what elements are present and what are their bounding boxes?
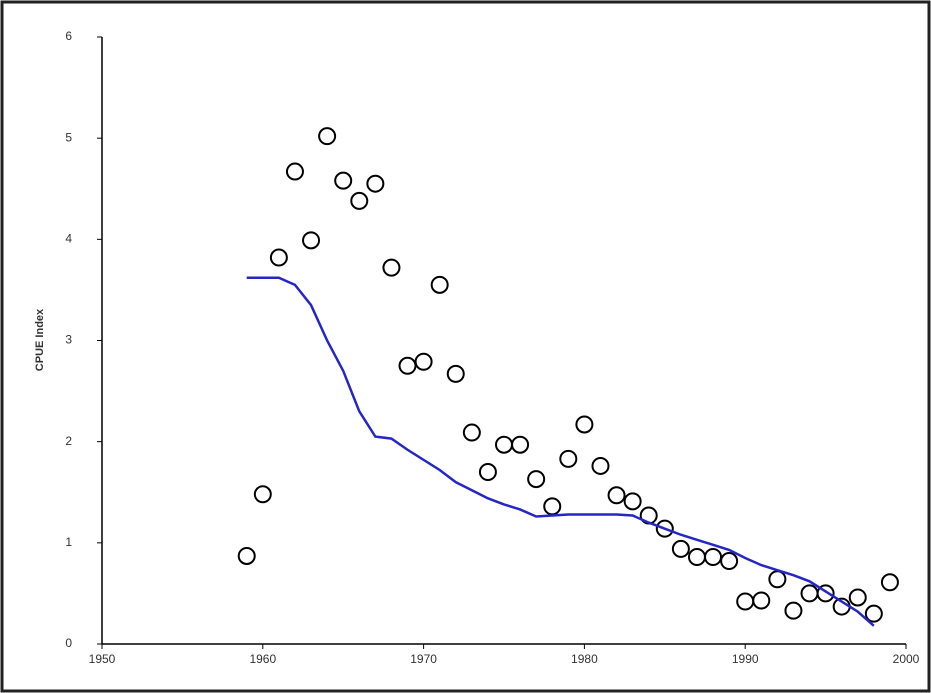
y-tick-label: 6 — [65, 29, 72, 43]
x-tick-label: 1990 — [732, 652, 759, 666]
data-point — [752, 591, 771, 610]
data-point — [543, 497, 562, 516]
data-point — [318, 127, 337, 146]
y-tick-label: 0 — [65, 636, 72, 650]
data-point — [527, 470, 546, 489]
data-point — [671, 539, 690, 558]
data-point — [607, 486, 626, 505]
data-point — [575, 415, 594, 434]
x-tick-label: 1960 — [249, 652, 276, 666]
data-point — [720, 552, 739, 571]
data-point — [784, 601, 803, 620]
x-tick-label: 1950 — [89, 652, 116, 666]
data-point — [559, 449, 578, 468]
data-point — [382, 258, 401, 277]
data-point — [430, 275, 449, 294]
y-tick-label: 3 — [65, 333, 72, 347]
data-point — [237, 546, 256, 565]
data-point — [462, 423, 481, 442]
data-point — [302, 231, 321, 250]
x-tick-label: 2000 — [893, 652, 920, 666]
data-point — [478, 463, 497, 482]
data-point — [591, 456, 610, 475]
data-point — [334, 171, 353, 190]
y-tick-label: 4 — [65, 232, 72, 246]
data-point — [414, 352, 433, 371]
data-point — [446, 364, 465, 383]
y-tick-label: 2 — [65, 434, 72, 448]
data-point — [880, 573, 899, 592]
data-point — [495, 435, 513, 454]
x-tick-label: 1980 — [571, 652, 598, 666]
data-point — [253, 485, 272, 504]
data-point — [704, 547, 723, 566]
data-point — [398, 356, 417, 375]
data-point — [269, 248, 288, 267]
data-point — [350, 191, 369, 210]
y-tick-label: 1 — [65, 535, 72, 549]
x-tick-label: 1970 — [410, 652, 437, 666]
data-point — [285, 162, 304, 181]
data-point — [768, 570, 787, 589]
data-point — [511, 435, 530, 454]
trend-line — [246, 276, 875, 627]
data-point — [736, 592, 755, 611]
data-point — [687, 547, 706, 566]
data-point — [864, 604, 883, 623]
y-axis-label: CPUE Index — [34, 308, 46, 371]
data-point — [623, 492, 642, 511]
y-tick-label: 5 — [65, 130, 72, 144]
data-point — [366, 174, 385, 193]
data-point — [848, 588, 867, 607]
data-point — [800, 584, 819, 603]
